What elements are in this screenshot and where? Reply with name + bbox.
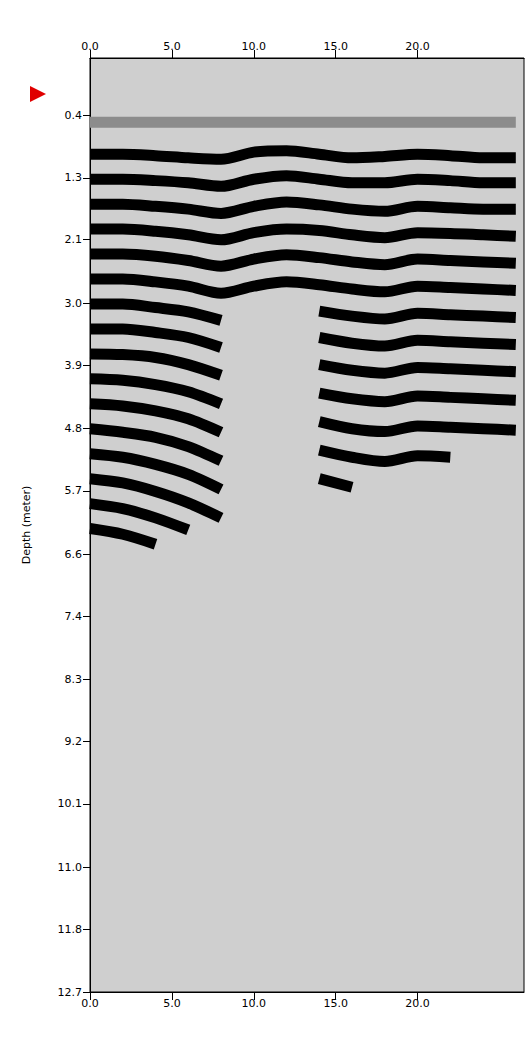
svg-text:7.4: 7.4 (65, 610, 83, 623)
svg-text:9.2: 9.2 (65, 735, 83, 748)
svg-text:10.0: 10.0 (242, 997, 267, 1010)
svg-text:15.0: 15.0 (323, 997, 348, 1010)
svg-text:5.0: 5.0 (163, 997, 181, 1010)
svg-text:20.0: 20.0 (405, 40, 430, 53)
svg-text:Depth (meter): Depth (meter) (20, 486, 33, 565)
svg-text:8.3: 8.3 (65, 673, 83, 686)
svg-text:11.8: 11.8 (58, 923, 83, 936)
svg-text:11.0: 11.0 (58, 861, 83, 874)
svg-text:15.0: 15.0 (323, 40, 348, 53)
svg-text:1.3: 1.3 (65, 171, 83, 184)
svg-text:0.0: 0.0 (81, 997, 99, 1010)
svg-text:10.0: 10.0 (242, 40, 267, 53)
svg-text:3.0: 3.0 (65, 297, 83, 310)
svg-text:3.9: 3.9 (65, 359, 83, 372)
svg-text:6.6: 6.6 (65, 548, 83, 561)
svg-text:10.1: 10.1 (58, 797, 83, 810)
svg-text:4.8: 4.8 (65, 422, 83, 435)
svg-text:2.1: 2.1 (65, 233, 83, 246)
svg-text:0.0: 0.0 (81, 40, 99, 53)
svg-text:12.7: 12.7 (58, 986, 83, 999)
svg-text:0.4: 0.4 (65, 109, 83, 122)
svg-text:5.0: 5.0 (163, 40, 181, 53)
svg-text:5.7: 5.7 (65, 484, 83, 497)
svg-text:20.0: 20.0 (405, 997, 430, 1010)
